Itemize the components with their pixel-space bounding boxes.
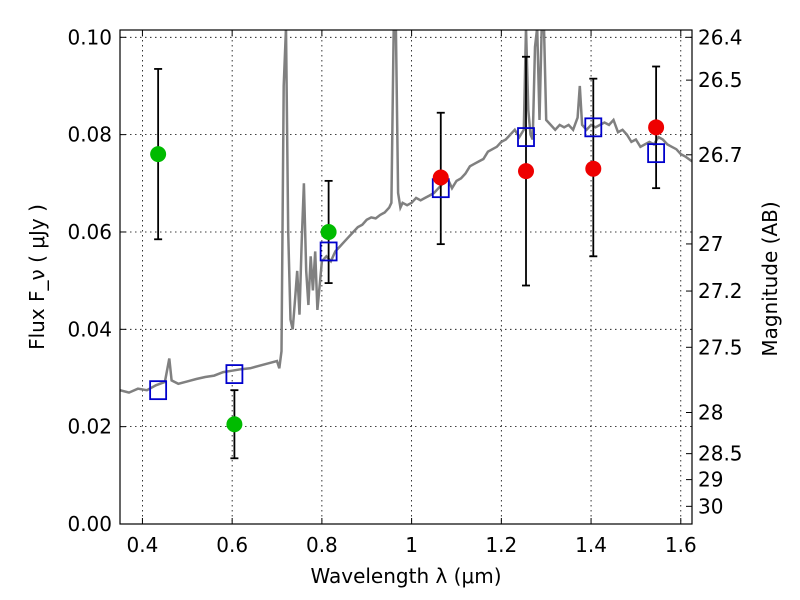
- tick-layer: [120, 30, 692, 525]
- right-tick-label: 26.5: [698, 68, 743, 92]
- y-tick-label: 0.08: [67, 123, 112, 147]
- x-tick-label: 1: [405, 533, 418, 557]
- model-square-marker: [584, 117, 603, 138]
- right-tick-label: 28.5: [698, 442, 743, 466]
- model-square-marker: [647, 143, 666, 164]
- y-tick-label: 0.02: [67, 415, 112, 439]
- right-tick-label: 27.2: [698, 279, 743, 303]
- grid-layer: [120, 30, 692, 525]
- photometry-point: [518, 163, 535, 180]
- photometry-point: [432, 169, 449, 186]
- spectrum-line: [120, 30, 692, 394]
- errorbar-layer: [154, 55, 661, 460]
- right-tick-label: 26.4: [698, 25, 743, 49]
- y-tick-label: 0.04: [67, 317, 112, 341]
- x-tick-label: 0.8: [306, 533, 338, 557]
- y-axis-title: Flux F_ν ( μJy ): [25, 204, 49, 350]
- line-layer: [120, 30, 692, 394]
- x-tick-label: 1.6: [665, 533, 697, 557]
- y-tick-label: 0.06: [67, 220, 112, 244]
- y-tick-label: 0.00: [67, 512, 112, 536]
- label-layer: 0.4 0.6 0.8 1 1.2 1.4 1.6 0.00 0.02 0.04 0.06 0.08 0…: [25, 25, 782, 588]
- right-tick-label: 27.5: [698, 335, 743, 359]
- photometry-point: [150, 146, 167, 163]
- right-tick-label: 28: [698, 401, 723, 425]
- photometry-point: [320, 223, 337, 240]
- plot-frame: [119, 29, 693, 525]
- model-square-marker: [517, 127, 535, 147]
- right-tick-label: 27: [698, 232, 723, 256]
- square-layer: [149, 117, 666, 401]
- model-square-marker: [319, 241, 338, 262]
- photometry-point: [585, 160, 602, 177]
- photometry-point: [226, 416, 243, 433]
- photometry-point: [648, 119, 665, 136]
- x-tick-label: 0.6: [216, 533, 248, 557]
- x-axis-title: Wavelength λ (μm): [310, 564, 501, 588]
- model-square-marker: [225, 364, 244, 384]
- right-axis-title: Magnitude (AB): [758, 201, 782, 356]
- right-tick-label: 30: [698, 494, 723, 518]
- y-tick-label: 0.10: [67, 25, 112, 49]
- x-tick-label: 0.4: [127, 533, 159, 557]
- x-tick-label: 1.2: [485, 533, 517, 557]
- model-square-marker: [149, 380, 168, 401]
- point-layer: [150, 119, 665, 433]
- right-tick-label: 26.7: [698, 143, 743, 167]
- x-tick-label: 1.4: [575, 533, 607, 557]
- right-tick-label: 29: [698, 468, 723, 492]
